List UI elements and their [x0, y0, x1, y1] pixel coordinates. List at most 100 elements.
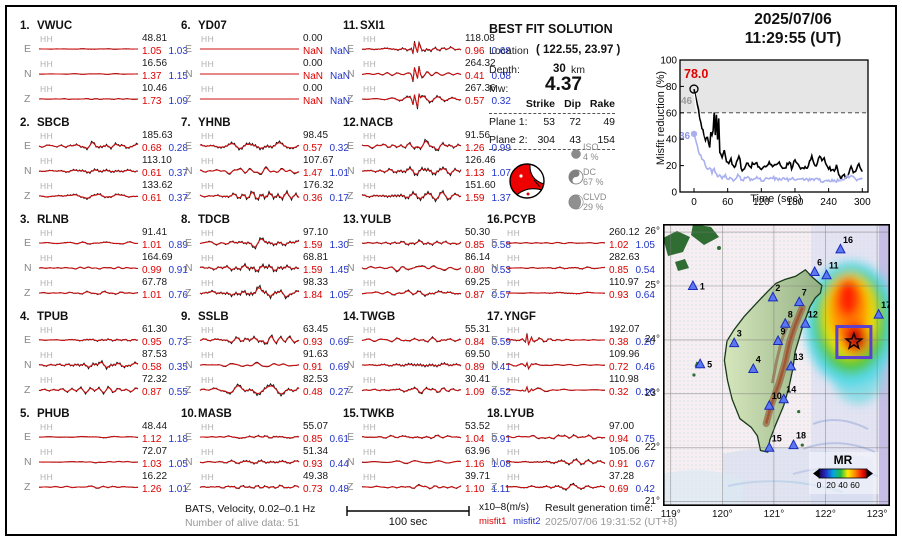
misfit1-value: 0.87	[465, 290, 485, 301]
band-code-label: HH	[40, 422, 54, 432]
synthetic-waveform	[38, 169, 139, 173]
misfit2-value: 1.05	[635, 240, 655, 251]
channel-row: Z HH 67.78 1.01 0.76	[20, 277, 188, 305]
synthetic-waveform	[38, 460, 139, 464]
sdr-value: 154	[597, 134, 615, 146]
station-triangle-label: 6	[817, 257, 822, 267]
misfit2-value: 1.45	[329, 265, 349, 276]
misfit-values: 0.57 0.32	[303, 141, 349, 154]
waveform-trace	[199, 459, 300, 465]
synthetic-waveform	[361, 140, 462, 151]
waveform-trace	[361, 336, 462, 343]
amplitude-value: 264.32	[465, 58, 496, 69]
channel-row: E HH 192.07 0.38 0.20	[487, 324, 655, 352]
lat-label: 23°	[644, 387, 660, 399]
amplitude-value: 67.78	[142, 277, 168, 288]
channel-label: Z	[24, 93, 31, 105]
misfit2-legend: misfit2	[513, 516, 541, 527]
band-code-label: HH	[507, 472, 521, 482]
channel-row: N HH 282.63 0.85 0.54	[487, 252, 655, 280]
mr-label: MR	[834, 453, 853, 467]
decomp-name: CLVD	[583, 192, 607, 202]
channel-label: Z	[491, 384, 498, 396]
alive-data-label: Number of alive data: 51	[185, 517, 300, 529]
channel-label: E	[185, 43, 193, 55]
station-triangle	[821, 269, 832, 280]
amplitude-value: 63.96	[465, 446, 491, 457]
channel-label: E	[347, 140, 355, 152]
station-header: 4. TPUB	[20, 311, 182, 323]
waveform-trace	[505, 385, 606, 394]
waveform-trace	[38, 338, 139, 343]
misfit1-value: NaN	[303, 96, 324, 107]
synthetic-waveform	[199, 287, 300, 298]
channel-values: 10.46 1.73 1.09	[142, 83, 188, 107]
channel-label: N	[24, 262, 32, 274]
channel-values: 98.33 1.84 1.05	[303, 277, 349, 301]
station-block: 14.TWGB E HH 55.31 0.84 0.59 N HH 69.50 0.89 0.41 Z…	[343, 311, 511, 407]
station-code: YNGF	[504, 311, 536, 323]
station-number: 12.	[343, 117, 359, 129]
band-code-label: HH	[40, 228, 54, 238]
amplitude-value: 105.06	[609, 446, 640, 457]
channel-values: 164.69 0.99 0.91	[142, 252, 188, 276]
band-code-label: HH	[201, 350, 215, 360]
misfit-values: 0.91 0.69	[303, 360, 349, 373]
misfit1-value: NaN	[303, 46, 324, 57]
station-triangle	[873, 308, 884, 319]
waveform-trace	[38, 97, 139, 101]
waveform-trace	[361, 361, 462, 368]
station-triangle-label: 12	[808, 309, 818, 319]
scale-bar-label: 100 sec	[388, 516, 428, 528]
band-code-label: HH	[507, 253, 521, 263]
channel-row: Z HH 39.71 1.10 1.11	[343, 471, 510, 499]
result-time-label: Result generation time:	[545, 502, 653, 514]
band-code-label: HH	[201, 472, 215, 482]
station-code: SBCB	[37, 117, 70, 129]
misfit2-value: 0.44	[329, 459, 349, 470]
band-code-label: HH	[40, 181, 54, 191]
misfit2-value: 1.08	[491, 459, 511, 470]
station-code: TPUB	[37, 311, 69, 323]
station-number: 2.	[20, 117, 30, 129]
synthetic-waveform	[361, 66, 462, 81]
station-code: SSLB	[198, 311, 229, 323]
amplitude-value: 98.33	[303, 277, 329, 288]
misfit-values: 1.73 1.09	[142, 94, 188, 107]
station-block: 9. SSLB E HH 63.45 0.93 0.69 N HH 91.63 0.91 0.69 Z H…	[181, 311, 349, 407]
station-triangle-label: 14	[786, 385, 796, 395]
misfit2-value: 0.16	[635, 387, 655, 398]
channel-values: 49.38 0.73 0.48	[303, 471, 349, 495]
channel-label: N	[347, 165, 355, 177]
decomp-name: DC	[583, 167, 596, 177]
synthetic-waveform	[505, 334, 606, 346]
channel-row: Z HH 69.25 0.87 0.57	[343, 277, 511, 305]
synthetic-waveform	[199, 485, 300, 489]
synthetic-waveform	[505, 291, 606, 295]
station-header: 1. VWUC	[20, 20, 182, 32]
lat-label: 24°	[644, 333, 660, 345]
station-header: 8. TDCB	[181, 214, 343, 226]
misfit2-value: 0.32	[491, 96, 511, 107]
band-code-label: HH	[363, 156, 377, 166]
channel-label: N	[185, 456, 193, 468]
waveform-trace	[199, 236, 300, 250]
channel-label: E	[491, 237, 499, 249]
misfit1-value: 1.26	[142, 484, 162, 495]
amplitude-value: 16.56	[142, 58, 168, 69]
amplitude-value: 151.60	[465, 180, 496, 191]
channel-label: E	[347, 237, 355, 249]
channel-label: E	[185, 237, 193, 249]
amplitude-value: 126.46	[465, 155, 496, 166]
channel-values: 69.50 0.89 0.41	[465, 349, 511, 373]
channel-values: 48.44 1.12 1.18	[142, 421, 188, 445]
amplitude-value: 91.63	[303, 349, 329, 360]
amplitude-value: 164.69	[142, 252, 173, 263]
station-number: 15.	[343, 408, 359, 420]
station-number: 9.	[181, 311, 191, 323]
band-code-label: HH	[201, 34, 215, 44]
misfit1-value: 1.01	[142, 290, 162, 301]
synthetic-waveform	[361, 167, 462, 175]
station-triangle	[747, 362, 759, 374]
channel-row: Z HH 110.98 0.32 0.16	[487, 374, 655, 402]
